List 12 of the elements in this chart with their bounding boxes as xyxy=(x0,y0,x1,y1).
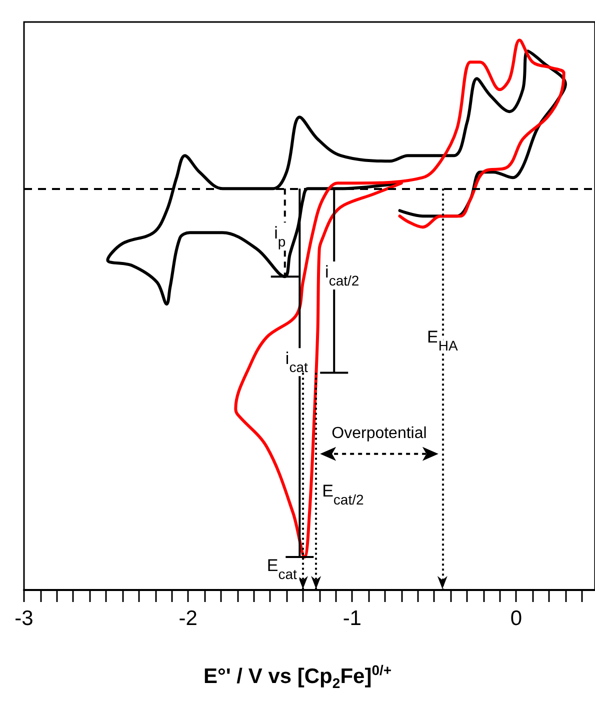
x-axis-title: E°' / V vs [Cp$_{2}$Fe]$^{0/+}$ xyxy=(202,662,393,692)
ref-line-label: E$_{cat}$ xyxy=(266,556,298,582)
ref-line-label: E$_{HA}$ xyxy=(427,328,458,354)
x-tick-label: 0 xyxy=(510,607,522,630)
x-tick-label: -1 xyxy=(342,607,362,630)
x-tick-label: -3 xyxy=(14,607,34,630)
ref-line-label: E$_{cat/2}$ xyxy=(322,482,364,508)
annotation: i$_{p}$ xyxy=(274,224,286,250)
x-tick-label: -2 xyxy=(178,607,198,630)
annotation: Overpotential xyxy=(332,424,427,442)
annotation: i$_{cat}$ xyxy=(285,349,308,376)
annotation: i$_{cat/2}$ xyxy=(325,262,360,288)
